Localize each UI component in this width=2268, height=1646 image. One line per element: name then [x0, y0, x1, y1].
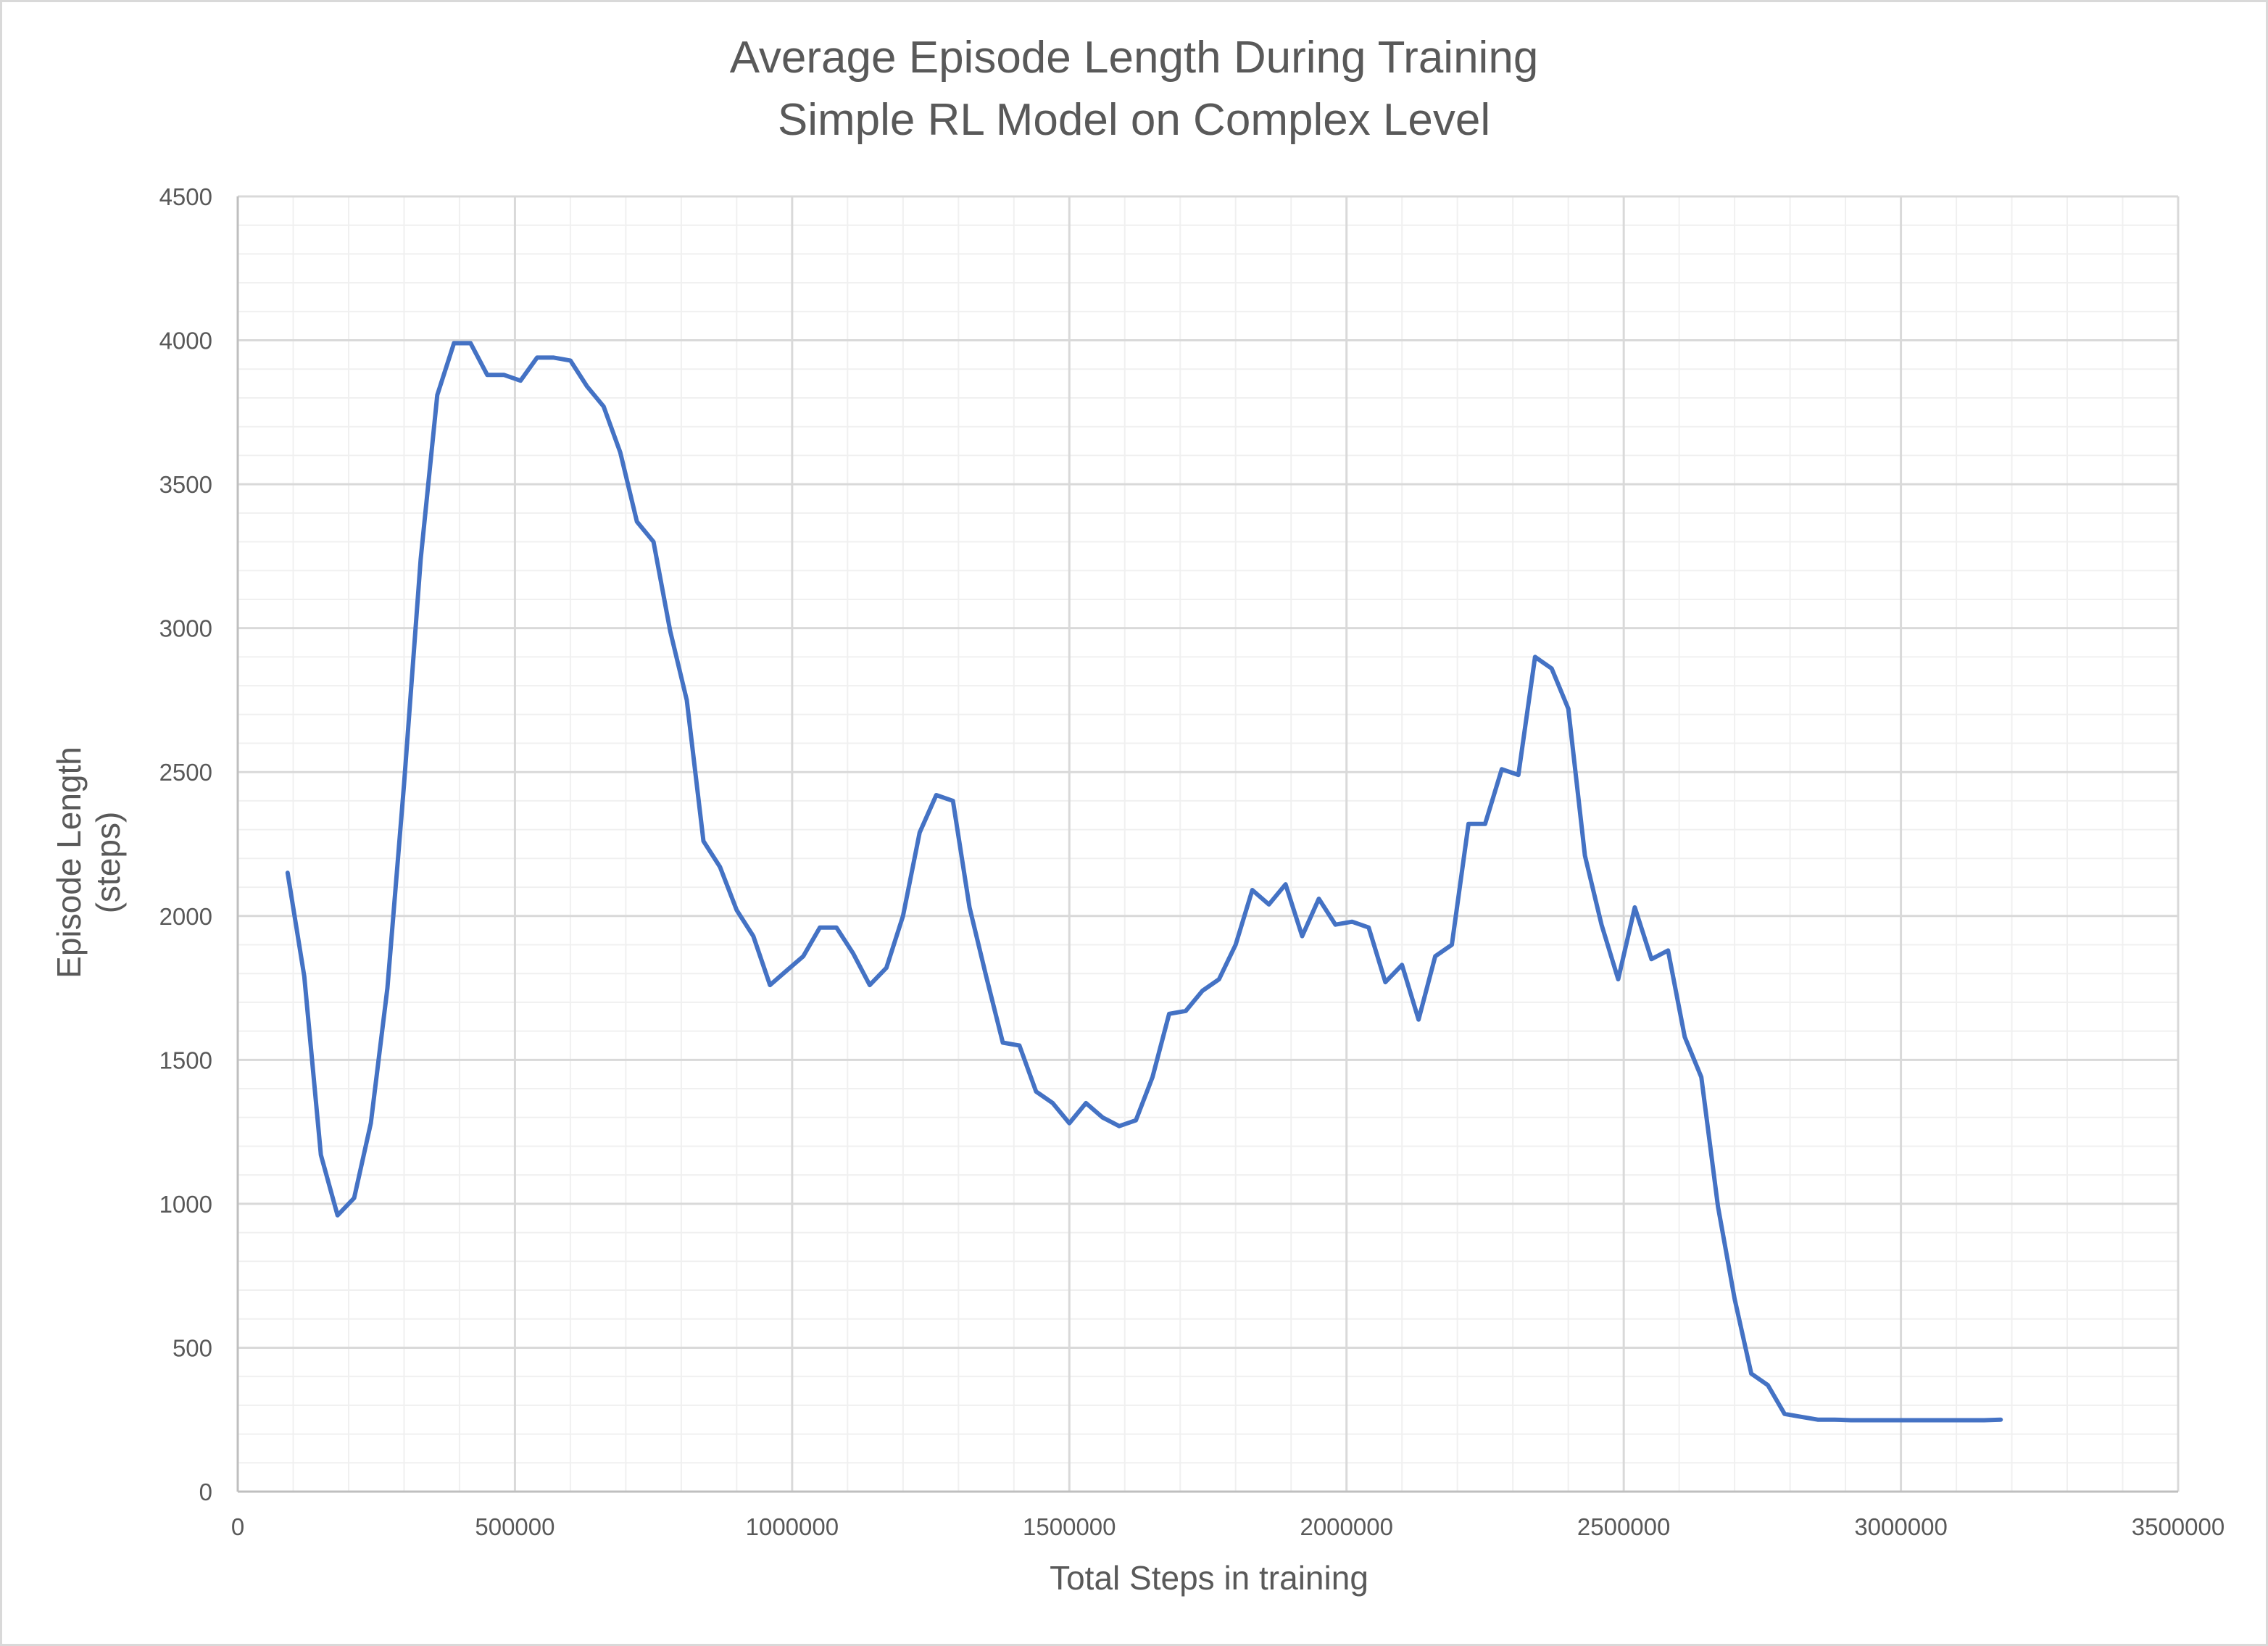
y-tick-label: 2000	[159, 903, 212, 930]
y-tick-label: 3000	[159, 615, 212, 642]
series-line	[285, 341, 2003, 1423]
x-tick-label: 2500000	[1577, 1513, 1670, 1540]
y-tick-label: 4000	[159, 328, 212, 354]
x-tick-label: 0	[231, 1513, 244, 1540]
y-axis-title-line2: (steps)	[89, 811, 127, 914]
x-tick-label: 3500000	[2132, 1513, 2225, 1540]
x-tick-label: 3000000	[1854, 1513, 1947, 1540]
y-tick-label: 4500	[159, 183, 212, 210]
y-axis-title-line1: Episode Length	[50, 747, 88, 978]
x-tick-label: 1500000	[1023, 1513, 1116, 1540]
chart-subtitle: Simple RL Model on Complex Level	[777, 95, 1491, 145]
x-tick-label: 2000000	[1300, 1513, 1392, 1540]
y-tick-label: 1500	[159, 1047, 212, 1073]
y-tick-label: 2500	[159, 759, 212, 786]
x-axis-title: Total Steps in training	[1050, 1559, 1368, 1597]
y-tick-label: 0	[199, 1479, 212, 1505]
y-tick-label: 3500	[159, 471, 212, 498]
x-tick-label: 500000	[475, 1513, 554, 1540]
y-tick-label: 1000	[159, 1191, 212, 1218]
y-tick-label: 500	[173, 1334, 212, 1361]
y-axis-title: Episode Length (steps)	[49, 609, 128, 1116]
x-tick-label: 1000000	[746, 1513, 839, 1540]
chart-title: Average Episode Length During Training	[729, 33, 1539, 83]
